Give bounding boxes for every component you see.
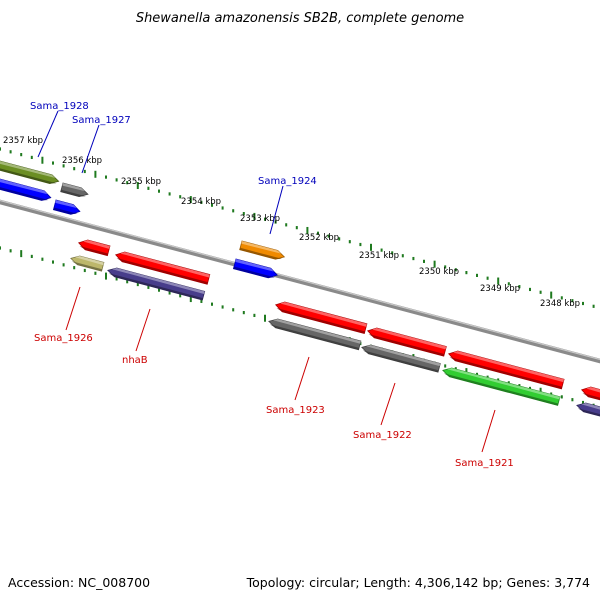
feature-orf-3 — [232, 258, 278, 279]
feature-arrows — [0, 159, 600, 417]
feature-sama-1922 — [361, 344, 441, 373]
feature-sama-1923 — [268, 318, 362, 351]
feature-partial-1 — [576, 402, 600, 417]
backbone-line — [0, 199, 600, 364]
leader-sama-1928 — [37, 110, 59, 158]
feature-cds-5 — [447, 350, 565, 390]
feature-cds-1 — [77, 239, 111, 257]
gene-label-forward: Sama_1927 — [72, 115, 131, 126]
leader-sama-1927 — [81, 124, 100, 174]
gene-label-reverse: nhaB — [122, 355, 148, 366]
scale-label: 2350 kbp — [419, 267, 459, 277]
label-leaders — [37, 110, 496, 453]
leader-sama-1921 — [481, 409, 496, 453]
feature-sama-1924 — [239, 240, 286, 260]
scale-label: 2354 kbp — [181, 197, 221, 207]
backbone — [0, 199, 600, 364]
map-title: Shewanella amazonensis SB2B, complete ge… — [136, 11, 464, 26]
feature-orf-1 — [0, 177, 52, 201]
scale-label: 2353 kbp — [240, 214, 280, 224]
leader-sama-1922 — [380, 382, 396, 426]
gene-label-reverse: Sama_1921 — [455, 458, 514, 469]
scale-label: 2355 kbp — [121, 177, 161, 187]
feature-cds-4 — [366, 327, 447, 357]
feature-nhab — [107, 267, 206, 301]
feature-cds-2 — [114, 251, 211, 285]
feature-orf-2 — [52, 199, 81, 215]
gene-label-reverse: Sama_1922 — [353, 430, 412, 441]
scale-label: 2356 kbp — [62, 156, 102, 166]
scale-label: 2349 kbp — [480, 284, 520, 294]
feature-sama-1927 — [60, 182, 89, 197]
scale-labels: 2357 kbp 2356 kbp 2355 kbp 2354 kbp 2353 kbp… — [3, 136, 580, 309]
leader-sama-1923 — [294, 356, 310, 401]
leader-nhab — [135, 308, 151, 352]
gene-label-forward: Sama_1924 — [258, 176, 317, 187]
genome-summary-text: Topology: circular; Length: 4,306,142 bp… — [246, 575, 590, 590]
gene-label-reverse: Sama_1923 — [266, 405, 325, 416]
scale-label: 2357 kbp — [3, 136, 43, 146]
feature-sama-1926 — [70, 255, 105, 272]
scale-label: 2351 kbp — [359, 251, 399, 261]
scale-label: 2348 kbp — [540, 299, 580, 309]
gene-labels: Sama_1928 Sama_1927 Sama_1924 Sama_1926 nhaB… — [30, 101, 514, 469]
gene-label-forward: Sama_1928 — [30, 101, 89, 112]
feature-sama-1921 — [442, 367, 561, 406]
leader-sama-1924 — [269, 185, 284, 235]
scale-label: 2352 kbp — [299, 233, 339, 243]
backbone-highlight — [0, 199, 600, 361]
gene-label-reverse: Sama_1926 — [34, 333, 93, 344]
feature-cds-6 — [580, 386, 600, 402]
feature-sama-1928 — [0, 159, 60, 184]
feature-cds-3 — [274, 301, 368, 334]
leader-sama-1926 — [65, 286, 81, 331]
accession-text: Accession: NC_008700 — [8, 575, 150, 590]
